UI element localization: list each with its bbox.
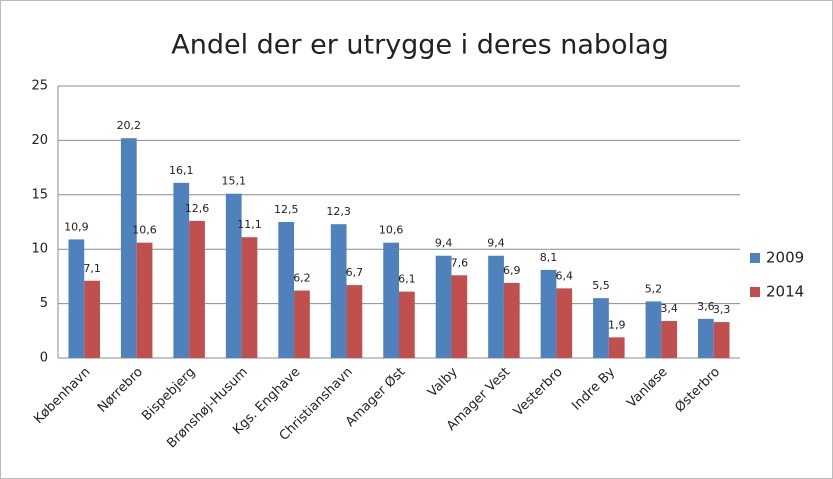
bar (241, 237, 258, 358)
bar (294, 290, 310, 358)
value-label: 12,6 (185, 202, 210, 215)
value-label: 12,5 (274, 203, 299, 216)
bar (346, 285, 363, 358)
chart-title: Andel der er utrygge i deres nabolag (171, 30, 669, 61)
bar (645, 301, 662, 358)
value-label: 10,9 (64, 220, 89, 233)
y-tick-label: 10 (31, 242, 48, 257)
legend-swatch (750, 287, 760, 297)
value-label: 1,9 (608, 318, 626, 331)
bar (435, 255, 452, 358)
y-tick-label: 5 (40, 296, 48, 311)
bar (330, 224, 347, 358)
bar (556, 288, 573, 358)
value-label: 10,6 (132, 224, 157, 237)
bar (698, 318, 714, 358)
y-tick-label: 15 (31, 187, 48, 202)
value-label: 12,3 (326, 205, 351, 218)
bar (713, 322, 730, 358)
value-label: 6,7 (346, 266, 364, 279)
value-label: 16,1 (169, 164, 194, 177)
bar (488, 255, 504, 358)
bar (503, 282, 520, 358)
bar (84, 280, 100, 358)
value-label: 10,6 (379, 224, 404, 237)
value-label: 6,2 (293, 272, 311, 285)
value-label: 5,5 (592, 279, 610, 292)
legend-swatch (750, 253, 760, 263)
legend-label: 2009 (766, 249, 804, 267)
bar (661, 321, 678, 358)
bar (225, 193, 242, 358)
bar (608, 337, 625, 358)
bar (173, 182, 190, 358)
bar (68, 239, 85, 358)
value-label: 3,3 (713, 303, 731, 316)
bar (278, 222, 295, 358)
bar (383, 242, 399, 358)
value-label: 15,1 (221, 175, 246, 188)
value-label: 7,6 (451, 256, 469, 269)
value-label: 3,6 (697, 300, 715, 313)
value-label: 6,9 (503, 264, 521, 277)
bar (136, 242, 153, 358)
value-label: 9,4 (487, 237, 505, 250)
value-label: 11,1 (237, 218, 262, 231)
y-tick-label: 25 (31, 79, 48, 94)
bar (120, 138, 137, 358)
bar (189, 220, 205, 358)
y-tick-label: 0 (40, 351, 48, 366)
value-label: 7,1 (83, 262, 101, 275)
legend-label: 2014 (766, 283, 804, 301)
bar (593, 298, 609, 358)
value-label: 8,1 (540, 251, 558, 264)
y-tick-label: 20 (31, 133, 48, 148)
bar (399, 291, 415, 358)
value-label: 6,4 (556, 269, 574, 282)
value-label: 3,4 (660, 302, 678, 315)
bar (540, 269, 557, 358)
value-label: 5,2 (645, 282, 663, 295)
value-label: 6,1 (398, 273, 416, 286)
value-label: 20,2 (117, 119, 142, 132)
value-label: 9,4 (435, 237, 453, 250)
bar (451, 275, 468, 358)
